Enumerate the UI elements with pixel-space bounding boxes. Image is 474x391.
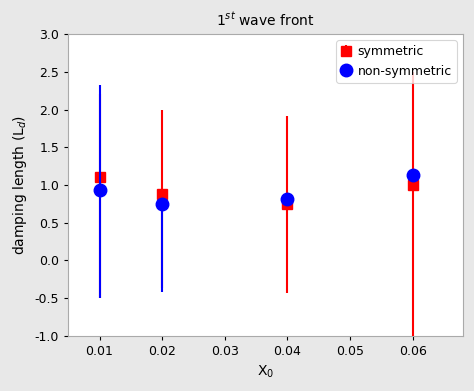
X-axis label: X$_0$: X$_0$ — [257, 364, 274, 380]
Legend: symmetric, non-symmetric: symmetric, non-symmetric — [336, 40, 456, 83]
Y-axis label: damping length (L$_d$): damping length (L$_d$) — [11, 115, 29, 255]
Title: 1$^{st}$ wave front: 1$^{st}$ wave front — [216, 11, 315, 29]
